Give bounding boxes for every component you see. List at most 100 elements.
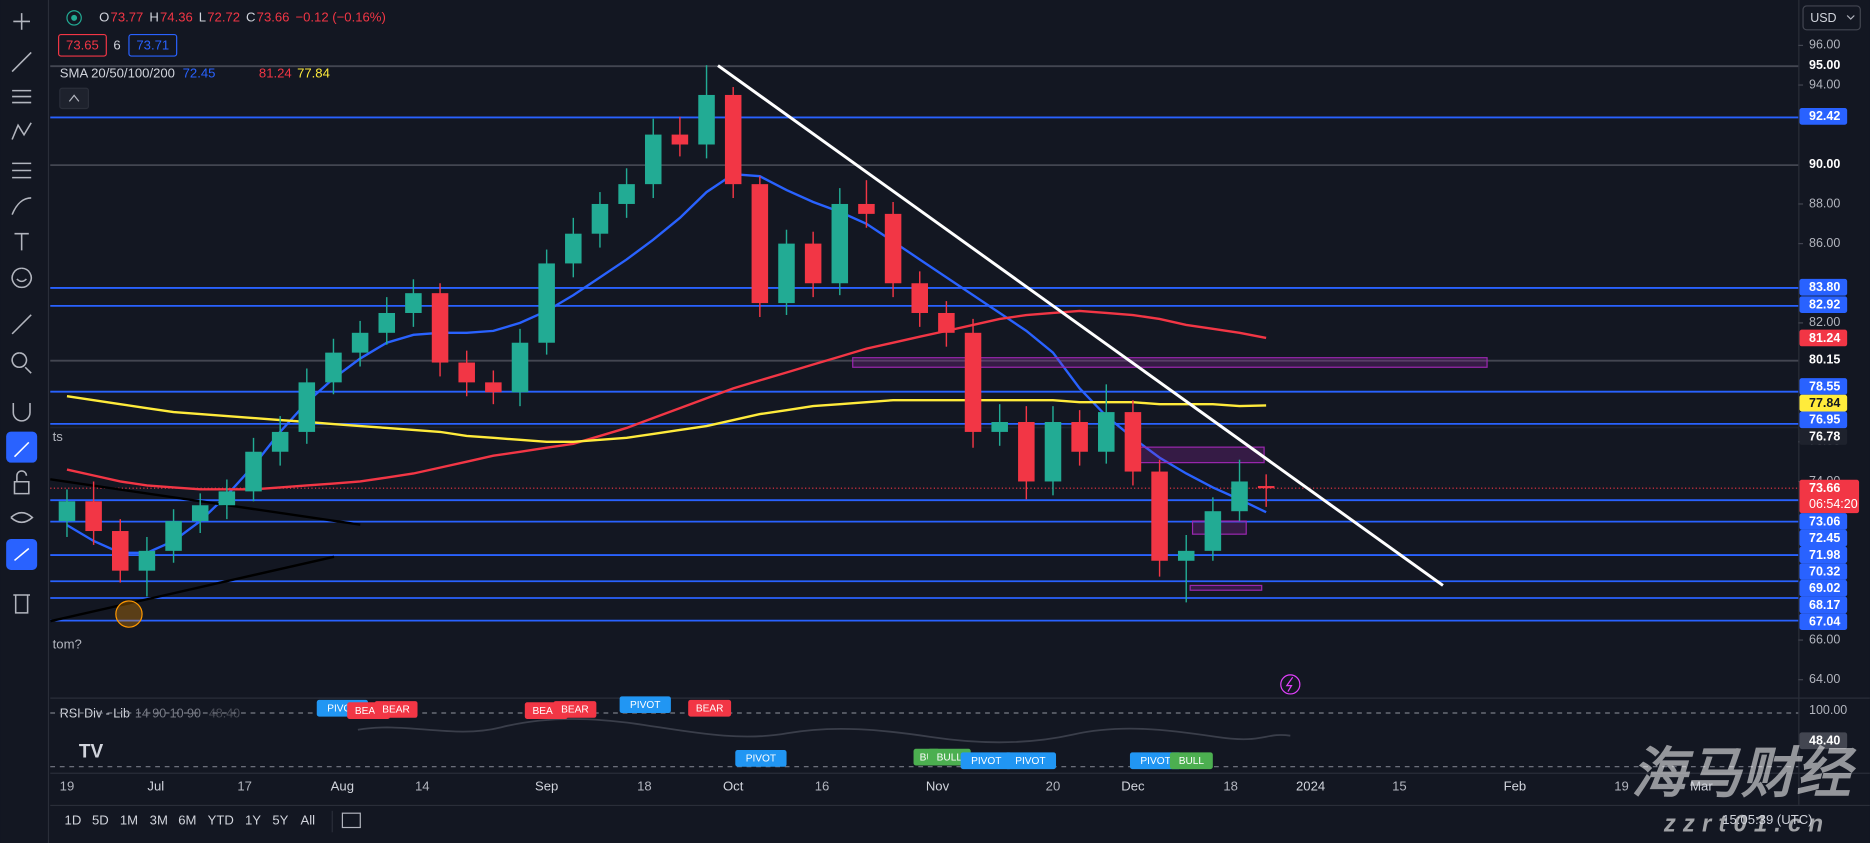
candle-body	[1231, 481, 1248, 512]
tool-button[interactable]	[12, 89, 32, 104]
range-button[interactable]: All	[301, 812, 316, 827]
range-button[interactable]: 1D	[65, 812, 82, 827]
x-tick-label: Jul	[147, 778, 164, 793]
signal-badge-label: BEAR	[382, 705, 410, 716]
bid-price: 73.65	[66, 37, 99, 52]
sma-value: 72.45	[183, 65, 216, 80]
y-tick-label: 94.00	[1809, 77, 1840, 91]
signal-badge-label: BEAR	[533, 706, 561, 717]
tool-button[interactable]	[11, 267, 33, 289]
level-label-box	[1799, 596, 1848, 614]
visibility-icon[interactable]	[66, 10, 82, 26]
range-button[interactable]: YTD	[208, 812, 234, 827]
x-tick-label: Sep	[535, 778, 558, 793]
lightning-icon[interactable]	[1280, 674, 1301, 695]
candle-body	[85, 501, 102, 532]
signal-badge-label: BU	[920, 752, 934, 763]
sma-price-box	[1799, 394, 1848, 412]
candle-body	[458, 362, 475, 383]
tool-icons	[6, 13, 38, 614]
signal-badge-label: BEAR	[355, 706, 383, 717]
range-button[interactable]: 3M	[150, 812, 168, 827]
range-button[interactable]: 5Y	[272, 812, 288, 827]
level-label: 76.78	[1809, 429, 1840, 443]
signal-badge-label: PIVOT	[1015, 756, 1045, 767]
sma-line	[66, 309, 1267, 491]
level-label-box	[1799, 278, 1848, 296]
candle-body	[938, 312, 955, 333]
level-label: 82.92	[1809, 298, 1840, 312]
tool-button[interactable]	[11, 352, 32, 374]
tool-button[interactable]	[11, 197, 32, 215]
tool-button[interactable]	[13, 470, 30, 495]
tool-button[interactable]	[12, 162, 32, 179]
x-tick-label: Feb	[1504, 778, 1527, 793]
rsi-value-label: 48.40	[1809, 734, 1840, 748]
tool-button[interactable]	[12, 403, 31, 422]
range-button[interactable]: 5D	[92, 812, 109, 827]
candle-body	[431, 293, 449, 363]
tool-button[interactable]	[13, 441, 30, 458]
candle-body	[724, 94, 742, 185]
candle-body	[1098, 412, 1115, 452]
watermark-site: zzrt01.cn	[1663, 810, 1830, 837]
level-label-box	[1799, 513, 1848, 530]
collapse-button[interactable]	[59, 87, 90, 110]
last-price-box	[1799, 479, 1860, 514]
indicator-title: SMA 20/50/100/200	[60, 65, 175, 80]
level-label: 78.55	[1809, 379, 1840, 393]
candle-body	[698, 94, 715, 145]
candle-body	[1124, 412, 1142, 472]
level-label-box	[1799, 378, 1848, 395]
ask-box[interactable]	[128, 33, 178, 57]
tool-button[interactable]	[11, 51, 32, 73]
sma-value: 81.24	[259, 65, 292, 80]
tool-button[interactable]	[14, 547, 30, 562]
signal-badge-label: PIVOT	[630, 700, 660, 711]
range-button[interactable]: 1Y	[245, 812, 261, 827]
rsi-title: RSI Div - Lib	[60, 707, 130, 721]
x-tick-label: 18	[637, 778, 652, 793]
level-label-box	[1799, 563, 1848, 580]
candle-body	[485, 382, 502, 393]
y-tick-label: 96.00	[1809, 38, 1840, 52]
last-price-label: 73.66	[1809, 481, 1840, 495]
range-button[interactable]: 1M	[120, 812, 138, 827]
left-toolbar	[0, 0, 48, 843]
tool-button[interactable]	[13, 13, 30, 30]
ask-price: 73.71	[136, 37, 169, 52]
x-tick-label: Nov	[926, 778, 950, 793]
sma-line	[66, 395, 1267, 443]
level-label: 73.06	[1809, 514, 1840, 528]
candle-body	[1257, 486, 1275, 489]
tool-button[interactable]	[11, 314, 32, 335]
range-button[interactable]: 6M	[178, 812, 196, 827]
tool-button[interactable]	[14, 232, 29, 251]
y-tick-label: 82.00	[1809, 315, 1840, 329]
currency-selector[interactable]	[1802, 5, 1861, 31]
level-label: 95.00	[1809, 58, 1840, 72]
candle-body	[538, 263, 555, 343]
zone-box	[1129, 446, 1265, 464]
level-label-box	[1799, 296, 1848, 314]
level-label: 69.02	[1809, 581, 1840, 595]
rsi-tick-label: 100.00	[1809, 703, 1847, 717]
x-tick-label: Aug	[331, 778, 354, 793]
signal-badge-label: BULL	[1179, 756, 1205, 767]
change: −0.12 (−0.16%)	[295, 9, 385, 24]
level-label: 76.95	[1809, 413, 1840, 427]
sma-price-box	[1799, 529, 1848, 547]
tool-button[interactable]	[13, 594, 30, 614]
x-tick-label: 2024	[1296, 778, 1325, 793]
bid-box[interactable]	[58, 33, 107, 57]
candle-body	[1177, 550, 1195, 561]
trend-line	[717, 64, 1444, 587]
date-range-button[interactable]	[341, 812, 361, 829]
level-label: 83.80	[1809, 280, 1840, 294]
dropdown-icon	[1846, 15, 1855, 20]
tool-button[interactable]	[10, 511, 34, 524]
sma-price-label: 72.45	[1809, 531, 1840, 545]
candle-body	[378, 312, 396, 333]
tool-button[interactable]	[11, 122, 32, 140]
